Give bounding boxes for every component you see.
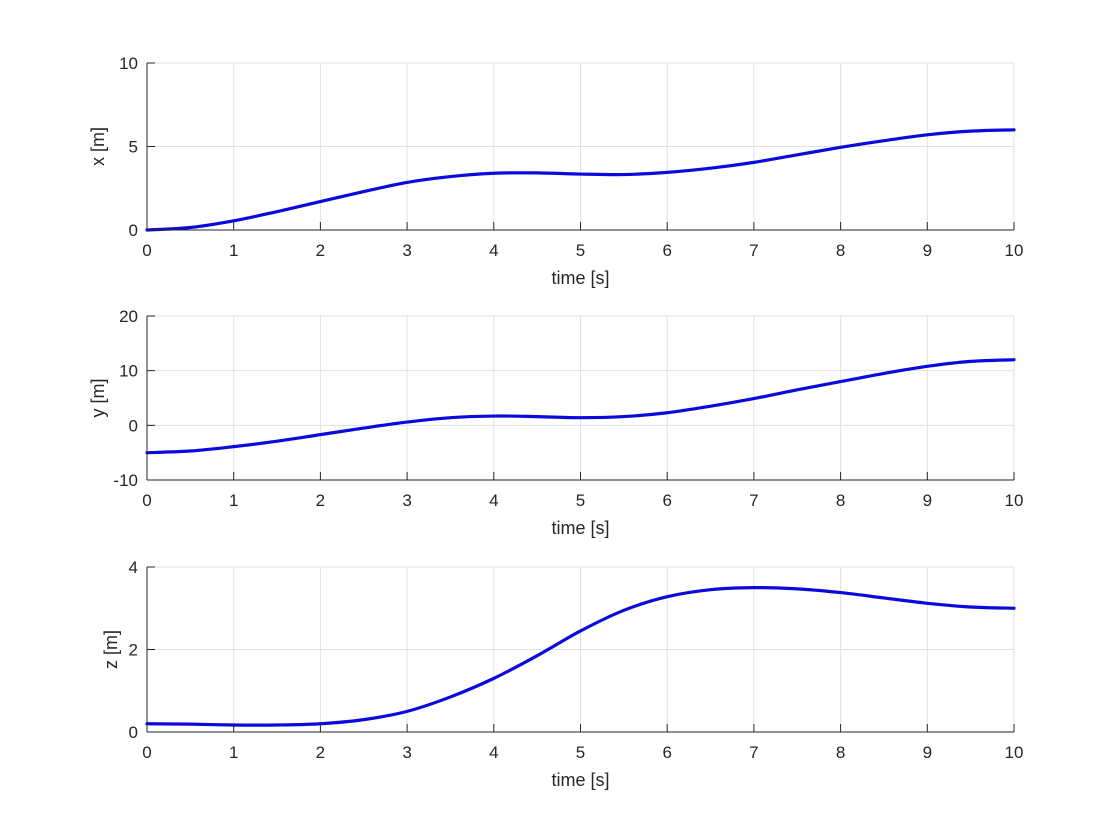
x-tick-label: 9 [923, 491, 932, 510]
series-line [145, 128, 1016, 232]
subplot-3: 0 1 2 3 4 5 6 7 8 9 10 0 2 4 time [s] z [m] [101, 558, 1023, 790]
x-axis-label: time [s] [551, 268, 609, 288]
x-tick-label: 9 [923, 743, 932, 762]
x-tick-label: 5 [576, 743, 585, 762]
x-tick-label: 9 [923, 241, 932, 260]
x-tick-label: 4 [489, 743, 498, 762]
y-tick-label: 4 [129, 558, 138, 577]
y-axis-label: x [m] [88, 127, 108, 166]
series-line [145, 586, 1016, 727]
x-tick-label: 10 [1005, 491, 1024, 510]
x-tick-label: 0 [142, 491, 151, 510]
x-tick-label: 8 [836, 241, 845, 260]
y-axis-label: z [m] [101, 630, 121, 669]
x-tick-label: 7 [749, 491, 758, 510]
x-axis-label: time [s] [551, 518, 609, 538]
x-tick-label: 8 [836, 491, 845, 510]
x-tick-label: 6 [662, 743, 671, 762]
y-tick-label: 10 [119, 362, 138, 381]
y-tick-label: 0 [129, 723, 138, 742]
x-tick-label: 4 [489, 491, 498, 510]
y-tick-label: 20 [119, 307, 138, 326]
x-tick-label: 2 [316, 743, 325, 762]
x-tick-label: 10 [1005, 241, 1024, 260]
y-tick-label: 2 [129, 641, 138, 660]
x-tick-label: 1 [229, 743, 238, 762]
x-tick-label: 7 [749, 743, 758, 762]
x-tick-label: 0 [142, 743, 151, 762]
y-tick-label: 5 [129, 138, 138, 157]
x-tick-label: 3 [402, 241, 411, 260]
subplot-1: 0 1 2 3 4 5 6 7 8 9 10 0 5 10 time [s] x [m] [88, 54, 1023, 288]
y-tick-label: -10 [113, 471, 138, 490]
y-tick-label: 0 [129, 416, 138, 435]
x-tick-label: 1 [229, 241, 238, 260]
x-axis-label: time [s] [551, 770, 609, 790]
x-tick-label: 3 [402, 491, 411, 510]
x-tick-label: 6 [662, 491, 671, 510]
x-tick-label: 5 [576, 491, 585, 510]
x-tick-label: 1 [229, 491, 238, 510]
x-tick-label: 8 [836, 743, 845, 762]
y-axis-label: y [m] [88, 379, 108, 418]
y-tick-label: 0 [129, 221, 138, 240]
x-tick-label: 7 [749, 241, 758, 260]
x-tick-label: 4 [489, 241, 498, 260]
y-tick-label: 10 [119, 54, 138, 73]
x-tick-label: 5 [576, 241, 585, 260]
x-tick-label: 0 [142, 241, 151, 260]
x-tick-label: 2 [316, 491, 325, 510]
x-tick-label: 3 [402, 743, 411, 762]
x-tick-label: 2 [316, 241, 325, 260]
x-tick-label: 6 [662, 241, 671, 260]
series-line [145, 358, 1016, 455]
x-tick-label: 10 [1005, 743, 1024, 762]
